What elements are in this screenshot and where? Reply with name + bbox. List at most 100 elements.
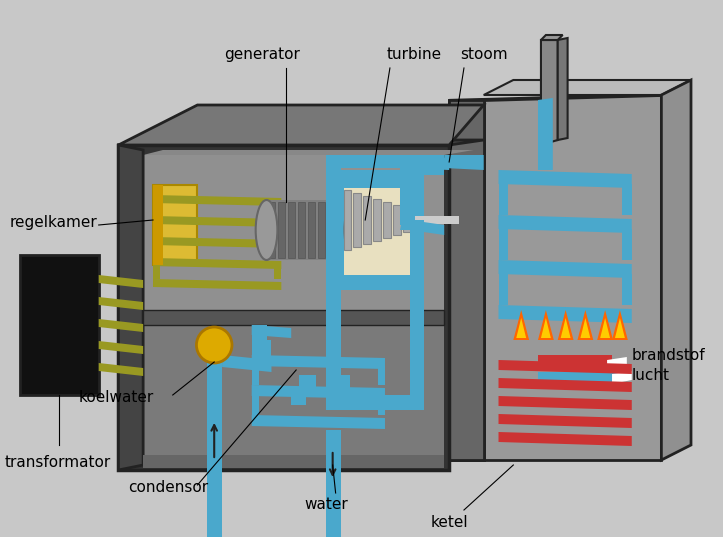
Circle shape (197, 327, 232, 363)
Text: brandstof: brandstof (632, 347, 706, 362)
Polygon shape (153, 203, 160, 216)
Polygon shape (326, 170, 424, 188)
Polygon shape (622, 274, 632, 305)
Polygon shape (612, 310, 628, 340)
Polygon shape (581, 318, 590, 338)
Polygon shape (99, 297, 143, 310)
Polygon shape (410, 220, 444, 235)
Polygon shape (99, 363, 143, 376)
Polygon shape (378, 366, 385, 385)
Polygon shape (326, 155, 405, 168)
Polygon shape (662, 80, 691, 460)
Ellipse shape (256, 200, 278, 260)
Polygon shape (498, 414, 632, 428)
Polygon shape (400, 155, 414, 225)
Polygon shape (119, 140, 484, 145)
Polygon shape (541, 318, 551, 338)
Polygon shape (498, 260, 632, 278)
Polygon shape (143, 150, 474, 155)
Polygon shape (498, 360, 632, 374)
Polygon shape (538, 372, 617, 384)
Polygon shape (299, 375, 306, 390)
Polygon shape (275, 266, 281, 279)
Polygon shape (20, 255, 99, 395)
Polygon shape (498, 170, 632, 188)
Polygon shape (291, 390, 306, 405)
Polygon shape (143, 155, 444, 315)
Polygon shape (153, 216, 281, 227)
Polygon shape (222, 355, 271, 372)
Polygon shape (119, 145, 449, 470)
Polygon shape (338, 202, 345, 258)
Polygon shape (288, 202, 295, 258)
Polygon shape (354, 193, 362, 247)
Polygon shape (208, 350, 222, 440)
Polygon shape (153, 185, 197, 265)
Polygon shape (308, 202, 315, 258)
Polygon shape (360, 390, 375, 405)
Polygon shape (410, 170, 424, 250)
Polygon shape (363, 196, 371, 244)
Polygon shape (252, 340, 271, 360)
Text: turbine: turbine (387, 47, 442, 62)
Polygon shape (326, 390, 341, 405)
Polygon shape (400, 155, 449, 170)
Polygon shape (578, 310, 594, 340)
Polygon shape (600, 318, 610, 338)
Polygon shape (538, 98, 553, 170)
Polygon shape (557, 310, 573, 340)
Polygon shape (622, 184, 632, 215)
Polygon shape (378, 396, 385, 415)
Polygon shape (326, 275, 410, 290)
Polygon shape (498, 396, 632, 410)
Text: transformator: transformator (5, 455, 111, 470)
Polygon shape (612, 371, 632, 384)
Polygon shape (561, 318, 570, 338)
Polygon shape (99, 275, 143, 288)
Text: generator: generator (223, 47, 299, 62)
Polygon shape (498, 229, 508, 260)
Polygon shape (498, 378, 632, 392)
Polygon shape (449, 95, 662, 100)
Text: stoom: stoom (460, 47, 508, 62)
Polygon shape (373, 199, 381, 241)
Polygon shape (153, 237, 281, 248)
Polygon shape (557, 38, 568, 140)
Polygon shape (252, 325, 267, 340)
Polygon shape (252, 325, 291, 338)
Polygon shape (498, 184, 508, 215)
Polygon shape (333, 375, 341, 390)
Text: water: water (304, 497, 348, 512)
Polygon shape (119, 105, 484, 145)
Polygon shape (143, 310, 444, 325)
Polygon shape (484, 80, 691, 95)
Polygon shape (318, 202, 325, 258)
Polygon shape (328, 202, 335, 258)
Polygon shape (343, 190, 351, 250)
Polygon shape (153, 195, 281, 206)
Polygon shape (410, 216, 459, 224)
Polygon shape (153, 224, 160, 237)
Polygon shape (597, 310, 613, 340)
Polygon shape (275, 245, 281, 258)
Polygon shape (343, 188, 410, 275)
Polygon shape (275, 203, 281, 216)
Polygon shape (143, 455, 444, 468)
Polygon shape (414, 155, 444, 175)
Polygon shape (513, 310, 529, 340)
Polygon shape (153, 258, 281, 269)
Polygon shape (99, 341, 143, 354)
Polygon shape (335, 225, 405, 235)
Polygon shape (252, 355, 385, 369)
Polygon shape (143, 315, 444, 465)
Polygon shape (498, 305, 632, 323)
Polygon shape (400, 155, 414, 230)
Polygon shape (516, 318, 526, 338)
Ellipse shape (345, 200, 367, 260)
Polygon shape (538, 310, 554, 340)
Polygon shape (268, 202, 275, 258)
Polygon shape (326, 168, 341, 210)
Text: koelwater: koelwater (79, 390, 154, 405)
Polygon shape (403, 208, 411, 232)
Polygon shape (541, 35, 562, 40)
